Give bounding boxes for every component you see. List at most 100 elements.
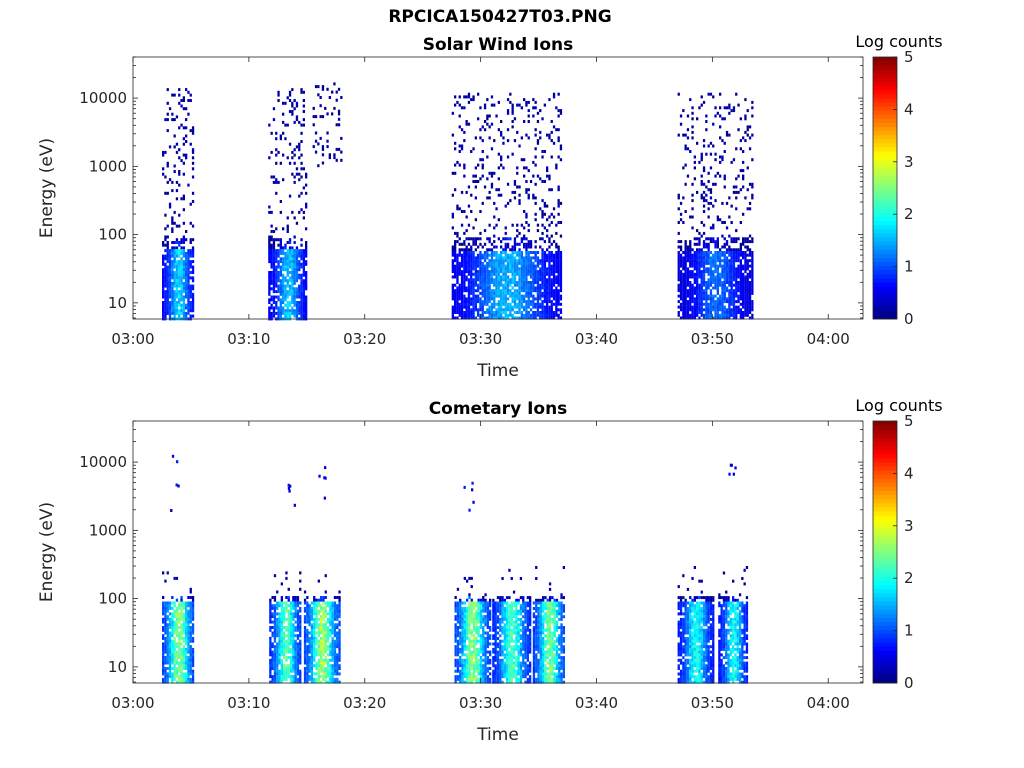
heatmap-cell [555,242,558,246]
heatmap-cell [336,667,339,670]
heatmap-cell [275,273,278,277]
heatmap-cell [735,278,738,282]
heatmap-cell [728,261,731,265]
heatmap-cell [285,606,288,610]
heatmap-cell [490,281,494,284]
heatmap-cell [541,278,544,282]
heatmap-cell [559,270,563,274]
heatmap-cell [291,284,294,288]
heatmap-cell [313,628,316,632]
heatmap-cell [175,576,179,580]
heatmap-cell [294,677,297,681]
heatmap-cell [529,245,533,249]
heatmap-cell [714,199,717,203]
heatmap-cell [541,302,544,306]
heatmap-cell [329,664,332,668]
heatmap-cell [191,631,195,635]
heatmap-cell [302,273,305,277]
heatmap-cell [180,677,183,681]
heatmap-cell [474,278,477,282]
heatmap-cell [548,237,551,241]
heatmap-cell [509,270,512,274]
heatmap-cell [700,286,703,290]
heatmap-cell [451,193,454,197]
heatmap-cell [180,276,183,280]
heatmap-cell [187,271,190,274]
heatmap-cell [541,272,544,276]
heatmap-cell [470,283,473,287]
heatmap-cell [504,313,507,317]
heatmap-cell [166,287,169,291]
heatmap-cells [162,454,749,684]
heatmap-cell [303,639,307,643]
heatmap-cell [555,291,558,295]
heatmap-cell [472,283,475,287]
colorbar-segment [873,253,897,258]
heatmap-cell [166,241,169,244]
heatmap-cell [513,297,517,301]
heatmap-cell [691,291,694,295]
heatmap-cell [162,167,165,171]
heatmap-cell [725,256,729,260]
heatmap-cell [303,626,307,629]
heatmap-cell [518,256,521,260]
heatmap-cell [472,242,475,246]
heatmap-cell [178,677,181,681]
heatmap-cell [166,260,169,264]
heatmap-cell [723,261,726,265]
heatmap-cell [302,251,305,255]
heatmap-cell [748,294,752,298]
heatmap-cell [686,259,690,263]
heatmap-cell [298,148,301,152]
heatmap-cell [164,284,167,288]
heatmap-cell [288,110,292,113]
heatmap-cell [536,313,540,317]
heatmap-cell [187,257,190,261]
heatmap-cell [550,267,553,271]
colorbar-segment [873,310,897,316]
heatmap-cell [162,290,165,294]
heatmap-cell [299,606,302,610]
heatmap-cell [546,313,549,317]
heatmap-cell [696,305,699,309]
heatmap-cell [527,120,530,123]
heatmap-cell [513,291,517,295]
heatmap-cell [744,264,747,268]
heatmap-cell [270,243,273,247]
heatmap-cell [497,291,500,295]
heatmap-cell [280,598,283,602]
heatmap-cell [719,264,722,268]
heatmap-cell [189,290,192,294]
heatmap-cell [709,289,713,293]
heatmap-cell [532,313,535,317]
heatmap-cell [705,313,708,317]
heatmap-cell [168,202,172,206]
heatmap-cell [488,286,491,290]
heatmap-cell [458,125,461,129]
heatmap-cell [302,309,305,313]
heatmap-cell [502,166,505,170]
heatmap-cell [320,628,323,632]
heatmap-cell [459,669,462,673]
heatmap-cell [317,142,320,146]
heatmap-cell [497,166,500,170]
heatmap-cell [164,295,167,299]
heatmap-cell [171,219,174,223]
heatmap-cell [336,677,339,681]
heatmap-cell [472,278,475,282]
heatmap-cell [518,259,521,263]
heatmap-cell [716,218,719,222]
heatmap-cell [171,221,174,225]
heatmap-cell [744,313,747,317]
heatmap-cell [326,601,330,605]
heatmap-cell [331,636,334,640]
heatmap-cell [550,256,553,260]
heatmap-cell [275,178,278,182]
heatmap-cell [191,617,195,621]
heatmap-cell [486,289,489,293]
heatmap-cell [162,658,165,662]
heatmap-cell [497,308,500,312]
heatmap-cell [166,639,169,643]
heatmap-cell [460,261,464,265]
heatmap-cell [696,190,699,194]
